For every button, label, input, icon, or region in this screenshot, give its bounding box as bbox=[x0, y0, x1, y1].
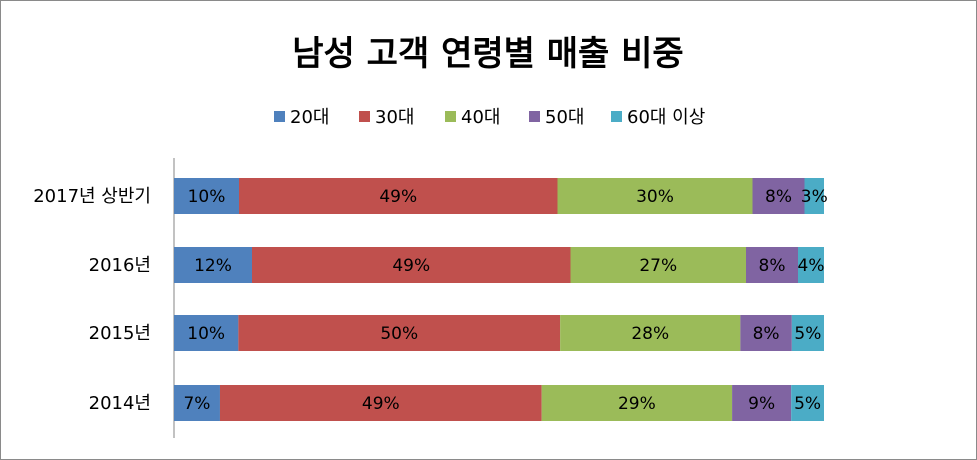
bar-3-3 bbox=[732, 385, 792, 421]
legend-label-0: 20대 bbox=[290, 107, 329, 128]
bar-2-2 bbox=[560, 315, 741, 351]
legend-label-1: 30대 bbox=[375, 107, 414, 128]
data-label-2-3: 8% bbox=[753, 324, 780, 344]
category-label-3: 2014년 bbox=[89, 393, 151, 414]
bar-0-4 bbox=[804, 178, 824, 214]
bar-1-1 bbox=[252, 247, 571, 283]
category-label-1: 2016년 bbox=[89, 255, 151, 276]
bars: 10% 49% 30% 8% 3% 12% 49% 27% 8% 4% 10% 50% 28% 8% 5% 7… bbox=[174, 178, 828, 421]
chart-title: 남성 고객 연령별 매출 비중 bbox=[292, 34, 683, 74]
data-label-2-1: 50% bbox=[380, 324, 418, 344]
bar-3-1 bbox=[219, 385, 542, 421]
legend-swatch-3 bbox=[529, 111, 540, 122]
data-label-0-1: 49% bbox=[379, 187, 417, 207]
bar-2-0 bbox=[174, 315, 239, 351]
bar-1-4 bbox=[798, 247, 824, 283]
bar-1-2 bbox=[570, 247, 746, 283]
legend-label-2: 40대 bbox=[461, 107, 500, 128]
data-label-0-0: 10% bbox=[188, 187, 226, 207]
legend-swatch-1 bbox=[359, 111, 370, 122]
legend-label-3: 50대 bbox=[545, 107, 584, 128]
data-label-3-4: 5% bbox=[794, 394, 821, 414]
data-label-1-0: 12% bbox=[194, 256, 232, 276]
legend-swatch-0 bbox=[274, 111, 285, 122]
bar-3-2 bbox=[541, 385, 733, 421]
legend: 20대 30대 40대 50대 60대 이상 bbox=[274, 107, 705, 128]
data-label-3-3: 9% bbox=[748, 394, 775, 414]
data-label-0-4: 3% bbox=[801, 187, 828, 207]
data-label-3-1: 49% bbox=[362, 394, 400, 414]
bar-2-3 bbox=[740, 315, 792, 351]
data-label-1-2: 27% bbox=[639, 256, 677, 276]
legend-label-4: 60대 이상 bbox=[627, 107, 705, 128]
category-labels: 2017년 상반기 2016년 2015년 2014년 bbox=[33, 186, 151, 414]
data-label-1-3: 8% bbox=[759, 256, 786, 276]
data-label-0-3: 8% bbox=[765, 187, 792, 207]
data-label-0-2: 30% bbox=[636, 187, 674, 207]
legend-swatch-4 bbox=[611, 111, 622, 122]
data-label-2-0: 10% bbox=[187, 324, 225, 344]
bar-0-2 bbox=[557, 178, 753, 214]
bar-3-4 bbox=[791, 385, 824, 421]
data-label-3-2: 29% bbox=[618, 394, 656, 414]
category-label-2: 2015년 bbox=[89, 323, 151, 344]
legend-swatch-2 bbox=[445, 111, 456, 122]
data-label-3-0: 7% bbox=[183, 394, 210, 414]
bar-2-1 bbox=[238, 315, 561, 351]
data-label-1-1: 49% bbox=[392, 256, 430, 276]
bar-0-1 bbox=[239, 178, 558, 214]
data-label-2-4: 5% bbox=[794, 324, 821, 344]
bar-2-4 bbox=[791, 315, 824, 351]
category-label-0: 2017년 상반기 bbox=[33, 186, 151, 207]
bar-3-0 bbox=[174, 385, 220, 421]
bar-1-0 bbox=[174, 247, 252, 283]
data-label-1-4: 4% bbox=[798, 256, 825, 276]
bar-0-0 bbox=[174, 178, 239, 214]
bar-1-3 bbox=[746, 247, 798, 283]
data-label-2-2: 28% bbox=[631, 324, 669, 344]
bar-0-3 bbox=[752, 178, 805, 214]
